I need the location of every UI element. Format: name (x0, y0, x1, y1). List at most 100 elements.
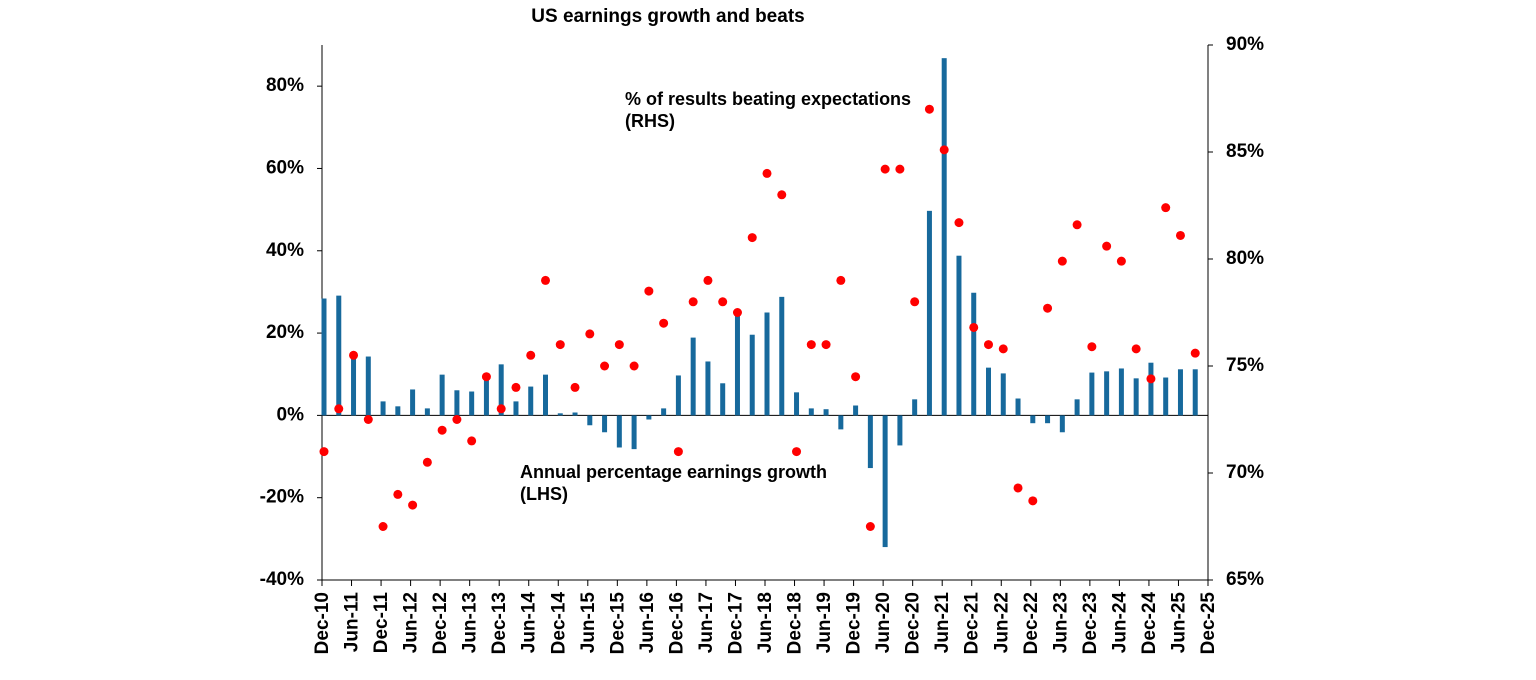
x-tick-label: Jun-21 (932, 592, 953, 654)
y-tick-label: -20% (260, 487, 304, 508)
dot (688, 297, 698, 307)
y-tick-label: -40% (260, 569, 304, 590)
bar (675, 375, 681, 416)
dot (378, 522, 388, 531)
dot (496, 404, 506, 414)
x-tick-label: Jun-15 (578, 592, 599, 654)
x-tick-label: Jun-22 (991, 592, 1012, 653)
x-tick-label: Dec-10 (312, 592, 333, 654)
bar (926, 210, 932, 416)
dot (614, 340, 624, 350)
dot (393, 489, 403, 499)
bar (1030, 415, 1036, 424)
bar (483, 378, 489, 416)
bar (1089, 372, 1095, 416)
bar (365, 356, 371, 416)
bar (867, 415, 873, 469)
dot (851, 372, 861, 382)
x-tick-label: Dec-20 (903, 592, 924, 654)
dot (422, 457, 432, 467)
dot (363, 415, 373, 424)
dot (880, 164, 890, 174)
x-tick-label: Jun-25 (1168, 592, 1189, 654)
x-tick-label: Dec-19 (844, 592, 865, 654)
x-tick-label: Dec-16 (666, 592, 687, 654)
bar (734, 312, 740, 416)
y2-tick-label: 65% (1226, 569, 1264, 590)
dot (526, 350, 536, 360)
x-tick-label: Jun-24 (1109, 592, 1130, 654)
x-tick-label: Jun-17 (696, 592, 717, 653)
annotation: (RHS) (625, 111, 675, 131)
bar (557, 413, 563, 416)
bar (1133, 378, 1139, 416)
bar (1163, 377, 1169, 416)
x-tick-label: Jun-12 (401, 592, 422, 653)
y2-tick-label: 80% (1226, 248, 1264, 269)
bar (498, 364, 504, 416)
dot (762, 168, 772, 178)
dot (334, 404, 344, 414)
dot (747, 233, 757, 243)
dot (319, 447, 329, 457)
x-tick-label: Jun-16 (637, 592, 658, 653)
bar (410, 389, 416, 416)
y-tick-label: 40% (266, 240, 304, 261)
bar (380, 401, 386, 416)
bar (764, 312, 770, 416)
y-tick-label: 20% (266, 322, 304, 343)
x-tick-label: Dec-12 (430, 592, 451, 654)
dot (718, 297, 728, 307)
bar (749, 334, 755, 416)
x-tick-label: Dec-18 (785, 592, 806, 654)
dot (1043, 303, 1053, 313)
bar (882, 415, 888, 548)
bar (1192, 369, 1198, 416)
bar (1118, 368, 1124, 416)
dot (629, 361, 639, 371)
bar (956, 255, 962, 416)
x-tick-label: Dec-15 (607, 592, 628, 655)
x-tick-label: Jun-19 (814, 592, 835, 653)
dot (1102, 241, 1112, 251)
dot (570, 382, 580, 392)
dot (1146, 374, 1156, 384)
bar (321, 298, 327, 416)
dot (954, 218, 964, 228)
x-tick-label: Dec-25 (1198, 592, 1219, 655)
y2-tick-label: 85% (1226, 141, 1264, 162)
annotation: Annual percentage earnings growth (520, 462, 827, 482)
x-tick-label: Dec-13 (489, 592, 510, 654)
dot (939, 145, 949, 155)
bar (912, 399, 918, 416)
y-tick-label: 80% (266, 75, 304, 96)
annotation: (LHS) (520, 484, 568, 504)
chart-title: US earnings growth and beats (531, 6, 804, 27)
bar (794, 392, 800, 416)
dot (1175, 230, 1185, 240)
bar (897, 415, 903, 446)
dot (969, 322, 979, 332)
x-tick-label: Dec-14 (548, 592, 569, 655)
dot (349, 350, 359, 360)
bar (941, 58, 947, 416)
dot (1013, 483, 1023, 493)
dot (600, 361, 610, 371)
dot (1028, 496, 1038, 506)
bar (661, 408, 667, 416)
x-tick-label: Dec-11 (371, 592, 392, 654)
dot (511, 382, 521, 392)
bar (1104, 371, 1110, 416)
dot (555, 340, 565, 350)
x-tick-label: Jun-13 (460, 592, 481, 653)
bar (616, 415, 622, 448)
x-tick-label: Dec-21 (962, 592, 983, 655)
bar (469, 391, 475, 416)
dot (1190, 348, 1200, 358)
bar (543, 374, 548, 416)
dot (998, 344, 1008, 354)
y-tick-label: 60% (266, 157, 304, 178)
dot (467, 436, 477, 446)
bar (646, 415, 652, 420)
